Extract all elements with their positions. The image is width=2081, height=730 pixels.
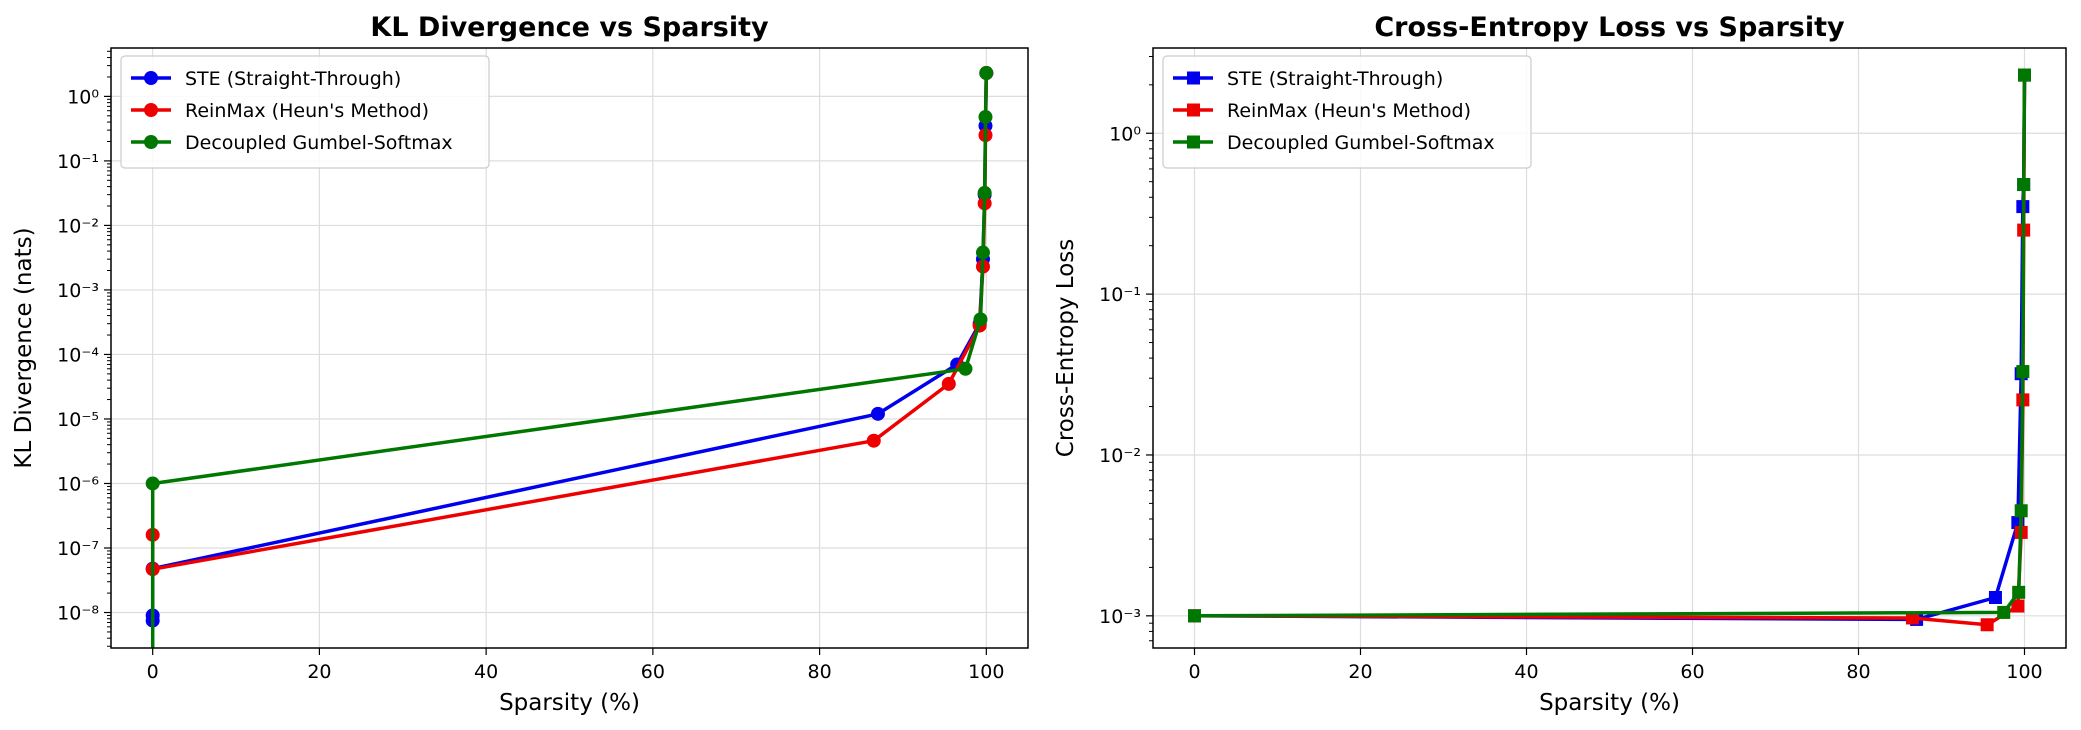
- y-tick-label: 10⁻³: [57, 280, 99, 302]
- legend-label: Decoupled Gumbel-Softmax: [185, 132, 453, 154]
- series-point: [1997, 605, 2011, 619]
- y-tick-label: 10⁰: [1109, 123, 1141, 145]
- y-tick-label: 10⁰: [67, 86, 99, 108]
- plot-area: [145, 66, 994, 648]
- series-point: [1980, 618, 1994, 632]
- legend-swatch-marker: [144, 135, 158, 149]
- x-tick-label: 40: [1514, 661, 1538, 683]
- series-point: [2017, 178, 2031, 192]
- series-point: [941, 376, 956, 391]
- legend-swatch-marker: [144, 103, 158, 117]
- legend-label: STE (Straight-Through): [1227, 68, 1443, 90]
- x-tick-label: 60: [641, 661, 665, 683]
- legend-label: ReinMax (Heun's Method): [185, 100, 429, 122]
- series-point: [2016, 365, 2030, 379]
- y-axis-label: KL Divergence (nats): [11, 227, 37, 468]
- x-tick-label: 80: [807, 661, 831, 683]
- chart-title: Cross-Entropy Loss vs Sparsity: [1374, 12, 1845, 43]
- y-tick-label: 10⁻⁸: [57, 603, 99, 625]
- y-tick-label: 10⁻⁴: [57, 344, 99, 366]
- x-axis-label: Sparsity (%): [1539, 690, 1680, 716]
- series-point: [870, 406, 885, 421]
- y-tick-label: 10⁻²: [1099, 445, 1141, 467]
- legend-label: ReinMax (Heun's Method): [1227, 100, 1471, 122]
- legend-label: STE (Straight-Through): [185, 68, 401, 90]
- kl-divergence-chart: 0 20 40 60 80 100 10⁻⁸ 10⁻⁷ 10⁻⁶ 10⁻⁵ 10⁻⁴ 10⁻³ 10⁻²…: [11, 12, 1029, 716]
- series-point: [2018, 68, 2031, 82]
- y-tick-label: 10⁻⁶: [57, 473, 99, 495]
- series-point: [866, 433, 881, 448]
- y-tick-label: 10⁻²: [57, 215, 99, 237]
- chart-title: KL Divergence vs Sparsity: [370, 12, 769, 43]
- series-point: [1905, 611, 1919, 625]
- x-tick-label: 0: [147, 661, 159, 683]
- x-tick-label: 100: [968, 661, 1004, 683]
- axes-frame: [110, 47, 1029, 649]
- series-point: [1188, 609, 1201, 623]
- y-tick-label: 10⁻⁷: [57, 538, 99, 560]
- cross-entropy-chart: 0 20 40 60 80 100 10⁻³ 10⁻² 10⁻¹ 10⁰ Cross-Entropy…: [1053, 12, 2067, 716]
- x-tick-label: 40: [474, 661, 498, 683]
- x-tick-label: 100: [2006, 661, 2042, 683]
- legend-swatch-marker: [1187, 71, 1200, 85]
- series-point: [1988, 590, 2002, 604]
- x-tick-label: 20: [307, 661, 331, 683]
- x-axis-label: Sparsity (%): [499, 690, 640, 716]
- y-tick-label: 10⁻⁵: [57, 409, 99, 431]
- legend-swatch-marker: [1187, 135, 1200, 149]
- legend-box: [120, 55, 490, 169]
- series-point: [2012, 585, 2026, 599]
- y-tick-label: 10⁻¹: [1099, 284, 1141, 306]
- legend-box: [1162, 55, 1532, 169]
- series-point: [978, 109, 993, 124]
- legend-swatch-marker: [144, 71, 158, 85]
- series-point: [958, 361, 973, 376]
- x-tick-label: 60: [1680, 661, 1704, 683]
- y-axis-label: Cross-Entropy Loss: [1053, 239, 1079, 457]
- series-point: [145, 476, 160, 491]
- series-point: [977, 185, 992, 200]
- series-point: [979, 66, 994, 81]
- x-tick-label: 80: [1846, 661, 1870, 683]
- series-point: [973, 312, 988, 327]
- x-tick-label: 0: [1188, 661, 1200, 683]
- x-tick-label: 20: [1348, 661, 1372, 683]
- series-point: [2014, 504, 2028, 518]
- series-point: [2011, 599, 2025, 613]
- legend-swatch-marker: [1187, 103, 1200, 117]
- series-line: [150, 72, 989, 648]
- series-point: [975, 245, 990, 260]
- y-tick-label: 10⁻³: [1099, 606, 1141, 628]
- y-tick-label: 10⁻¹: [57, 151, 99, 173]
- axes-frame: [1152, 47, 2067, 649]
- legend-label: Decoupled Gumbel-Softmax: [1227, 132, 1495, 154]
- plot-area: [1188, 68, 2031, 632]
